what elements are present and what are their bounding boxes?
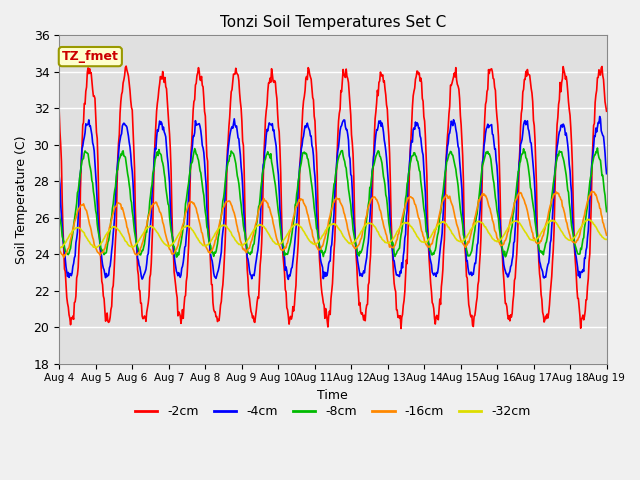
Text: TZ_fmet: TZ_fmet bbox=[62, 50, 119, 63]
Legend: -2cm, -4cm, -8cm, -16cm, -32cm: -2cm, -4cm, -8cm, -16cm, -32cm bbox=[130, 400, 536, 423]
X-axis label: Time: Time bbox=[317, 389, 348, 402]
Y-axis label: Soil Temperature (C): Soil Temperature (C) bbox=[15, 135, 28, 264]
Title: Tonzi Soil Temperatures Set C: Tonzi Soil Temperatures Set C bbox=[220, 15, 446, 30]
